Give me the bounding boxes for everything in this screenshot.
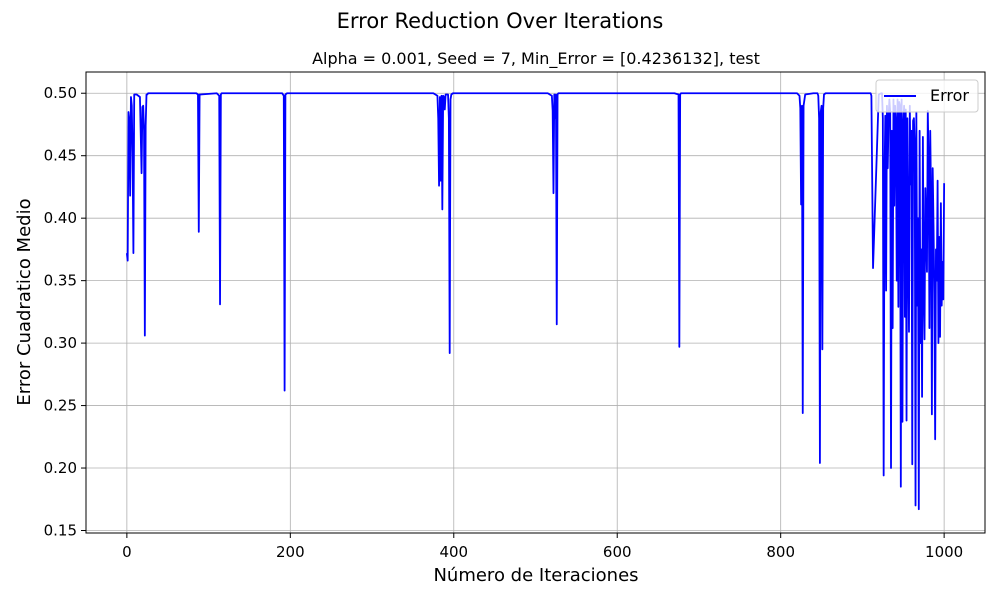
y-axis-label: Error Cuadratico Medio: [14, 198, 35, 405]
legend: Error: [875, 79, 979, 113]
y-tick-label: 0.40: [44, 209, 77, 227]
y-axis-ticks: 0.15 0.20 0.25 0.30 0.35 0.40 0.45 0.50: [44, 84, 86, 540]
x-tick-label: 0: [122, 543, 132, 561]
y-tick-label: 0.20: [44, 459, 77, 477]
x-tick-label: 600: [603, 543, 632, 561]
y-tick-label: 0.30: [44, 334, 77, 352]
y-tick-label: 0.35: [44, 272, 77, 290]
legend-label-error: Error: [930, 86, 969, 105]
chart-title: Alpha = 0.001, Seed = 7, Min_Error = [0.…: [312, 49, 760, 69]
plot-area-frame: [85, 71, 986, 534]
y-tick-label: 0.45: [44, 147, 77, 165]
x-tick-label: 1000: [925, 543, 963, 561]
y-tick-label: 0.25: [44, 397, 77, 415]
y-tick-label: 0.50: [44, 84, 77, 102]
chart-suptitle: Error Reduction Over Iterations: [337, 9, 664, 33]
x-axis-ticks: 0 200 400 600 800 1000: [122, 533, 963, 561]
series-layer: [125, 92, 946, 511]
x-tick-label: 200: [276, 543, 305, 561]
x-tick-label: 400: [439, 543, 468, 561]
y-tick-label: 0.15: [44, 522, 77, 540]
x-axis-label: Número de Iteraciones: [433, 565, 638, 586]
series-line-error: [125, 92, 946, 511]
x-tick-label: 800: [766, 543, 795, 561]
legend-box: [875, 79, 979, 113]
